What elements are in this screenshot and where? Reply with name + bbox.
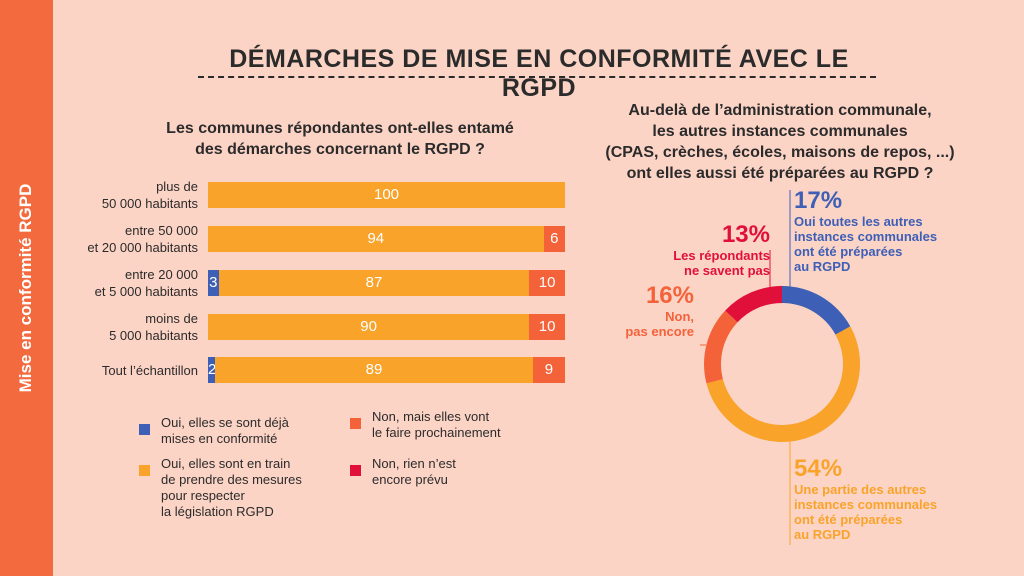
category-label-line: entre 50 000 xyxy=(124,223,198,238)
category-label-line: 50 000 habitants xyxy=(101,196,198,211)
donut-chart-question-line: ont elles aussi été préparées au RGPD ? xyxy=(626,165,934,182)
bar-value-label: 87 xyxy=(365,274,383,291)
bar-segment xyxy=(208,270,219,296)
bar-value-label: 6 xyxy=(550,230,559,247)
slice-description-line: Non, xyxy=(665,309,694,324)
category-label: Tout l’échantillon xyxy=(58,362,198,379)
bar-row: 94 6 xyxy=(208,226,565,252)
legend-label-line: de prendre des mesures xyxy=(161,472,302,487)
legend-label-line: le faire prochainement xyxy=(372,425,501,440)
bar-value-label: 10 xyxy=(538,318,556,335)
donut-annotation: 13% Les répondants ne savent pas xyxy=(673,221,770,279)
bar-segment xyxy=(529,314,565,340)
donut-slice xyxy=(706,326,860,442)
category-label-line: et 5 000 habitants xyxy=(94,284,198,299)
slice-percentage: 54% xyxy=(794,455,843,482)
category-label-line: plus de xyxy=(156,179,198,194)
category-label-line: et 20 000 habitants xyxy=(87,240,198,255)
slice-description: Non, pas encore xyxy=(625,309,694,339)
slice-percentage: 13% xyxy=(721,221,770,248)
legend-label-line: Non, rien n’est xyxy=(372,456,456,471)
legend-swatch xyxy=(350,418,361,429)
slice-percentage: 17% xyxy=(794,187,843,214)
slice-description-line: Une partie des autres xyxy=(794,482,927,497)
bar-value-label: 2 xyxy=(208,361,217,378)
donut-annotation: 54% Une partie des autres instances commun… xyxy=(794,455,937,543)
bar-segment xyxy=(543,226,565,252)
title-underline xyxy=(198,76,876,78)
donut-annotation: 17% Oui toutes les autres instances commun… xyxy=(794,187,937,275)
legend-label-line: Non, mais elles vont xyxy=(372,409,490,424)
bar-segment xyxy=(215,357,533,383)
bar-row: 2 89 9 xyxy=(208,357,565,383)
legend-label: Oui, elles sont en train de prendre des m… xyxy=(161,456,351,520)
bar-value-label: 89 xyxy=(365,361,383,378)
bar-segment xyxy=(532,357,565,383)
bar-segment xyxy=(208,226,544,252)
slice-percentage: 16% xyxy=(645,282,694,309)
side-band: Mise en conformité RGPD xyxy=(0,0,53,576)
legend-label-line: la législation RGPD xyxy=(161,504,274,519)
category-label: moins de 5 000 habitants xyxy=(58,310,198,344)
bar-chart-question-line: Les communes répondantes ont-elles entam… xyxy=(166,120,514,137)
slice-description-line: au RGPD xyxy=(794,259,851,274)
legend-label-line: mises en conformité xyxy=(161,431,278,446)
slice-description: Les répondants ne savent pas xyxy=(673,248,770,278)
page-title: DÉMARCHES DE MISE EN CONFORMITÉ AVEC LE … xyxy=(229,45,849,102)
legend-swatch xyxy=(350,465,361,476)
donut-chart-question-line: Au-delà de l’administration communale, xyxy=(628,102,932,119)
slice-description-line: au RGPD xyxy=(794,527,851,542)
bar-row: 100 xyxy=(208,182,565,208)
donut-chart-question-line: les autres instances communales xyxy=(652,123,908,140)
bar-chart-question-line: des démarches concernant le RGPD ? xyxy=(195,141,485,158)
slice-description-line: Les répondants xyxy=(673,248,770,263)
legend-swatch xyxy=(139,465,150,476)
slice-description: Une partie des autres instances communale… xyxy=(794,482,937,542)
donut-chart-question-line: (CPAS, crèches, écoles, maisons de repos… xyxy=(605,144,955,161)
category-label: plus de 50 000 habitants xyxy=(58,178,198,212)
legend-swatch xyxy=(139,424,150,435)
bar-value-label: 100 xyxy=(373,186,400,203)
legend-label-line: Oui, elles se sont déjà xyxy=(161,415,289,430)
bar-value-label: 10 xyxy=(538,274,556,291)
slice-description-line: ont été préparées xyxy=(794,244,903,259)
legend-label: Non, rien n’est encore prévu xyxy=(372,456,562,488)
bar-row: 90 10 xyxy=(208,314,565,340)
slice-description-line: instances communales xyxy=(794,497,938,512)
slice-description: Oui toutes les autres instances communale… xyxy=(794,214,937,274)
legend-label-line: Oui, elles sont en train xyxy=(161,456,291,471)
donut-slice xyxy=(725,286,782,323)
bar-chart-question: Les communes répondantes ont-elles entam… xyxy=(130,118,550,160)
bar-segment xyxy=(218,270,530,296)
bar-value-label: 90 xyxy=(360,318,377,335)
category-label-line: entre 20 000 xyxy=(124,267,198,282)
category-label: entre 20 000 et 5 000 habitants xyxy=(58,266,198,300)
legend-label-line: encore prévu xyxy=(372,472,448,487)
bar-row: 3 87 10 xyxy=(208,270,565,296)
slice-description-line: ont été préparées xyxy=(794,512,903,527)
bar-value-label: 9 xyxy=(544,361,554,378)
donut-slice xyxy=(782,286,851,335)
slice-description-line: Oui toutes les autres xyxy=(794,214,923,229)
legend-label: Oui, elles se sont déjà mises en conformi… xyxy=(161,415,351,447)
slice-description-line: pas encore xyxy=(625,324,694,339)
category-label-line: moins de xyxy=(145,311,198,326)
legend-label: Non, mais elles vont le faire prochaineme… xyxy=(372,409,562,441)
bar-segment xyxy=(529,270,565,296)
donut-slice xyxy=(704,310,738,384)
bar-segment xyxy=(208,314,530,340)
bar-value-label: 3 xyxy=(209,274,218,291)
slice-description-line: ne savent pas xyxy=(684,263,770,278)
bar-value-label: 94 xyxy=(367,230,385,247)
bar-segment xyxy=(208,357,216,383)
legend-label-line: pour respecter xyxy=(161,488,245,503)
slice-description-line: instances communales xyxy=(794,229,938,244)
category-label: entre 50 000 et 20 000 habitants xyxy=(58,222,198,256)
category-label-line: 5 000 habitants xyxy=(109,328,198,343)
donut-annotation: 16% Non, pas encore xyxy=(625,282,694,340)
bar-segment xyxy=(208,182,565,208)
donut-chart-question: Au-delà de l’administration communale, l… xyxy=(570,100,990,184)
category-label-line: Tout l’échantillon xyxy=(101,362,198,378)
